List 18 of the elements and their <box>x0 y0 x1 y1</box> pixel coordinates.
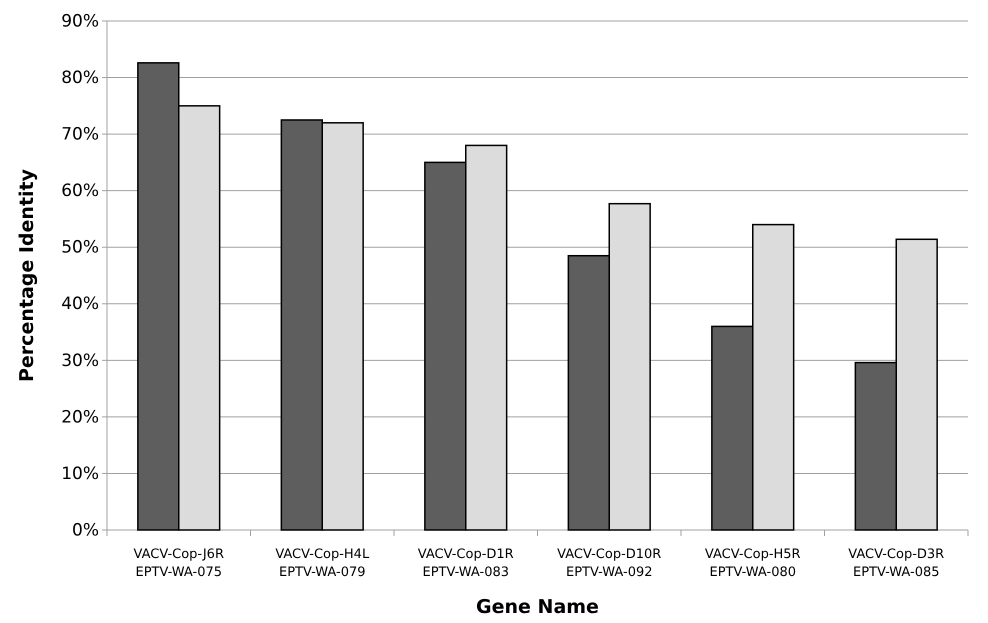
y-tick-label: 0% <box>72 520 99 540</box>
y-axis-title: Percentage Identity <box>16 168 38 382</box>
x-tick-label: VACV-Cop-J6R EPTV-WA-075 <box>134 547 224 580</box>
y-tick-label: 60% <box>61 181 99 202</box>
y-tick-label: 30% <box>61 350 99 371</box>
x-axis-title: Gene Name <box>476 596 599 618</box>
y-tick-label: 50% <box>61 238 99 258</box>
x-tick-label: VACV-Cop-H4L EPTV-WA-079 <box>275 547 370 580</box>
x-tick-label: VACV-Cop-H5R EPTV-WA-080 <box>704 547 801 580</box>
y-tick-label: 70% <box>61 124 99 145</box>
y-tick-label: 40% <box>61 294 99 314</box>
y-tick-label: 20% <box>61 407 99 428</box>
y-tick-label: 80% <box>61 68 99 88</box>
x-tick-label: VACV-Cop-D3R EPTV-WA-085 <box>848 547 944 580</box>
y-tick-label: 10% <box>61 464 99 484</box>
y-tick-label: 90% <box>61 11 99 32</box>
x-tick-label: VACV-Cop-D10R EPTV-WA-092 <box>557 547 662 580</box>
x-tick-label: VACV-Cop-D1R EPTV-WA-083 <box>418 547 514 580</box>
